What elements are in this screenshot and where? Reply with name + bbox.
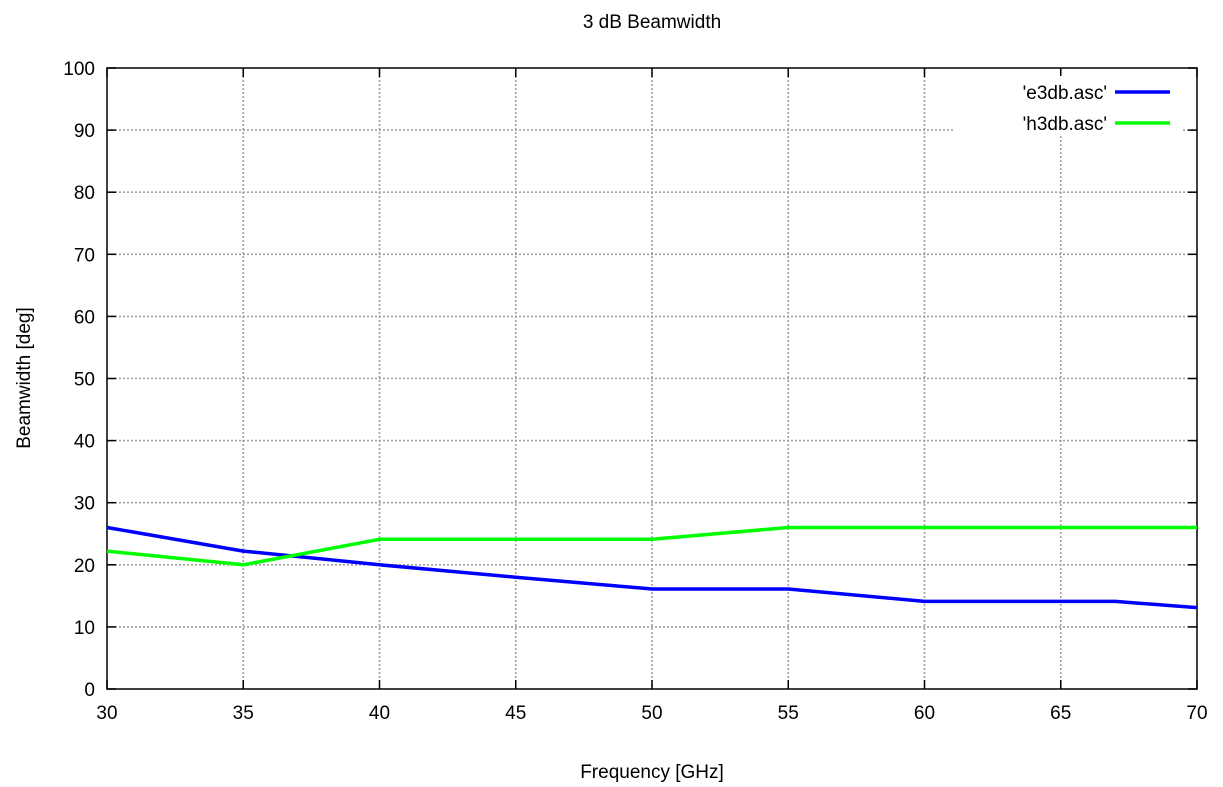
y-axis-tick-labels: 0 10 20 30 40 50 60 70 80 90 100: [63, 59, 95, 701]
legend-background: [955, 76, 1181, 136]
series-lines: [106, 525, 1198, 610]
x-tick-label: 70: [1186, 703, 1207, 724]
x-tick-label: 60: [914, 703, 935, 724]
legend-label-1: 'e3db.asc': [1023, 83, 1107, 104]
x-axis-tick-labels: 30 35 40 45 50 55 60 65 70: [96, 703, 1207, 724]
y-tick-label: 70: [74, 245, 95, 266]
y-tick-label: 80: [74, 183, 95, 204]
series-line-2: [106, 525, 1197, 567]
axis-ticks: [106, 67, 1198, 690]
x-tick-label: 40: [369, 703, 390, 724]
y-tick-label: 40: [74, 432, 95, 453]
y-tick-label: 10: [74, 618, 95, 639]
x-axis-title: Frequency [GHz]: [580, 762, 724, 783]
x-tick-label: 65: [1050, 703, 1071, 724]
y-axis-title: Beamwidth [deg]: [14, 307, 35, 449]
x-tick-label: 30: [96, 703, 117, 724]
y-tick-label: 60: [74, 307, 95, 328]
legend: 'e3db.asc' 'h3db.asc': [955, 76, 1181, 136]
y-tick-label: 20: [74, 556, 95, 577]
y-tick-label: 30: [74, 494, 95, 515]
y-tick-label: 100: [63, 59, 95, 80]
y-tick-label: 0: [84, 680, 95, 701]
x-tick-label: 50: [641, 703, 662, 724]
chart-title: 3 dB Beamwidth: [583, 12, 721, 33]
legend-label-2: 'h3db.asc': [1023, 114, 1107, 135]
x-tick-label: 45: [505, 703, 526, 724]
y-tick-label: 50: [74, 370, 95, 391]
x-tick-label: 35: [233, 703, 254, 724]
y-tick-label: 90: [74, 121, 95, 142]
x-tick-label: 55: [778, 703, 799, 724]
grid: [107, 68, 1197, 689]
